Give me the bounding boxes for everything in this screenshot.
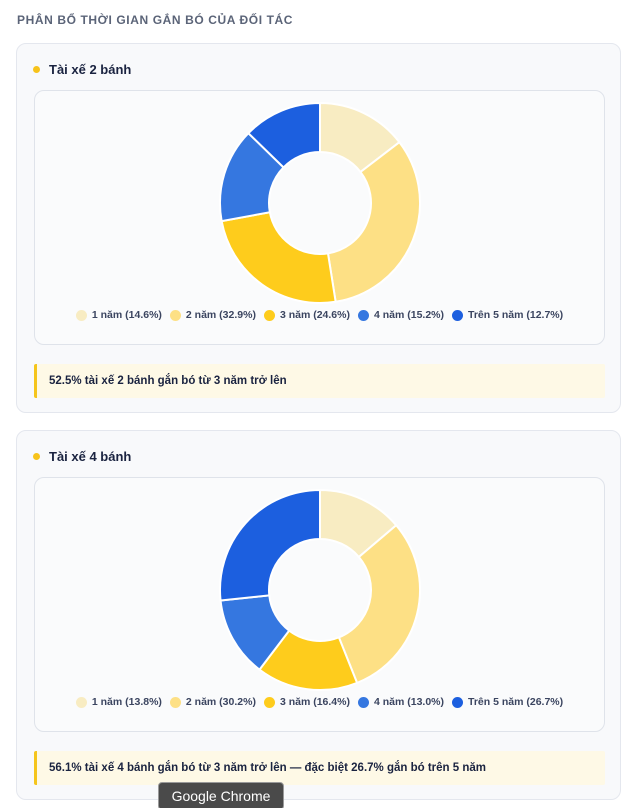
- card-header: Tài xế 4 bánh: [33, 449, 131, 464]
- chart-box: 1 năm (14.6%) 2 năm (32.9%) 3 năm (24.6%) 4…: [34, 90, 605, 345]
- legend-swatch-icon: [169, 696, 181, 708]
- legend-item[interactable]: 1 năm (13.8%): [75, 696, 162, 708]
- legend-swatch-icon: [263, 696, 275, 708]
- legend-item[interactable]: 3 năm (16.4%): [263, 696, 350, 708]
- legend-swatch-icon: [357, 696, 369, 708]
- legend-label: 4 năm (13.0%): [373, 696, 444, 708]
- donut-slice-3[interactable]: [220, 211, 337, 304]
- legend-swatch-icon: [452, 696, 463, 708]
- donut-chart: [219, 101, 421, 304]
- legend-swatch-icon: [169, 309, 181, 321]
- legend-item[interactable]: 2 năm (32.9%): [169, 309, 256, 321]
- bullet-dot-icon: [33, 66, 40, 73]
- legend-item[interactable]: 3 năm (24.6%): [263, 309, 350, 321]
- chart-card-4-wheel: Tài xế 4 bánh 1 năm (13.8%) 2 năm (30.2%)…: [16, 430, 621, 800]
- legend-item[interactable]: 4 năm (15.2%): [357, 309, 444, 321]
- legend-swatch-icon: [357, 309, 369, 321]
- donut-slice-5[interactable]: [219, 488, 321, 602]
- donut-slice-2[interactable]: [337, 523, 421, 685]
- card-title: Tài xế 2 bánh: [49, 62, 132, 77]
- legend-label: 3 năm (24.6%): [279, 309, 350, 321]
- legend-label: Trên 5 năm (26.7%): [468, 696, 564, 708]
- legend-swatch-icon: [75, 696, 87, 708]
- donut-slice-5[interactable]: [246, 101, 321, 169]
- legend-label: 4 năm (15.2%): [373, 309, 444, 321]
- insight-note: 56.1% tài xế 4 bánh gắn bó từ 3 năm trở …: [34, 751, 605, 785]
- donut-slice-2[interactable]: [326, 140, 421, 303]
- app-tooltip: Google Chrome: [158, 782, 284, 808]
- legend-label: 1 năm (13.8%): [91, 696, 162, 708]
- insight-note: 52.5% tài xế 2 bánh gắn bó từ 3 năm trở …: [34, 364, 605, 398]
- legend-swatch-icon: [263, 309, 275, 321]
- chart-card-2-wheel: Tài xế 2 bánh 1 năm (14.6%) 2 năm (32.9%)…: [16, 43, 621, 413]
- legend-item[interactable]: 4 năm (13.0%): [357, 696, 444, 708]
- legend-swatch-icon: [452, 309, 463, 321]
- chart-box: 1 năm (13.8%) 2 năm (30.2%) 3 năm (16.4%) 4…: [34, 477, 605, 732]
- legend-swatch-icon: [75, 309, 87, 321]
- section-title: PHÂN BỔ THỜI GIAN GẮN BÓ CỦA ĐỐI TÁC: [17, 13, 294, 27]
- card-title: Tài xế 4 bánh: [49, 449, 132, 464]
- card-header: Tài xế 2 bánh: [33, 62, 131, 77]
- legend-label: 1 năm (14.6%): [91, 309, 162, 321]
- legend-item[interactable]: 2 năm (30.2%): [169, 696, 256, 708]
- chart-legend: 1 năm (14.6%) 2 năm (32.9%) 3 năm (24.6%) 4…: [35, 309, 604, 321]
- legend-label: 2 năm (32.9%): [185, 309, 256, 321]
- legend-label: 3 năm (16.4%): [279, 696, 350, 708]
- chart-legend: 1 năm (13.8%) 2 năm (30.2%) 3 năm (16.4%) 4…: [35, 696, 604, 708]
- legend-item[interactable]: 1 năm (14.6%): [75, 309, 162, 321]
- legend-label: 2 năm (30.2%): [185, 696, 256, 708]
- bullet-dot-icon: [33, 453, 40, 460]
- legend-label: Trên 5 năm (12.7%): [468, 309, 564, 321]
- legend-item[interactable]: Trên 5 năm (26.7%): [452, 696, 563, 708]
- legend-item[interactable]: Trên 5 năm (12.7%): [452, 309, 563, 321]
- donut-chart: [219, 488, 421, 691]
